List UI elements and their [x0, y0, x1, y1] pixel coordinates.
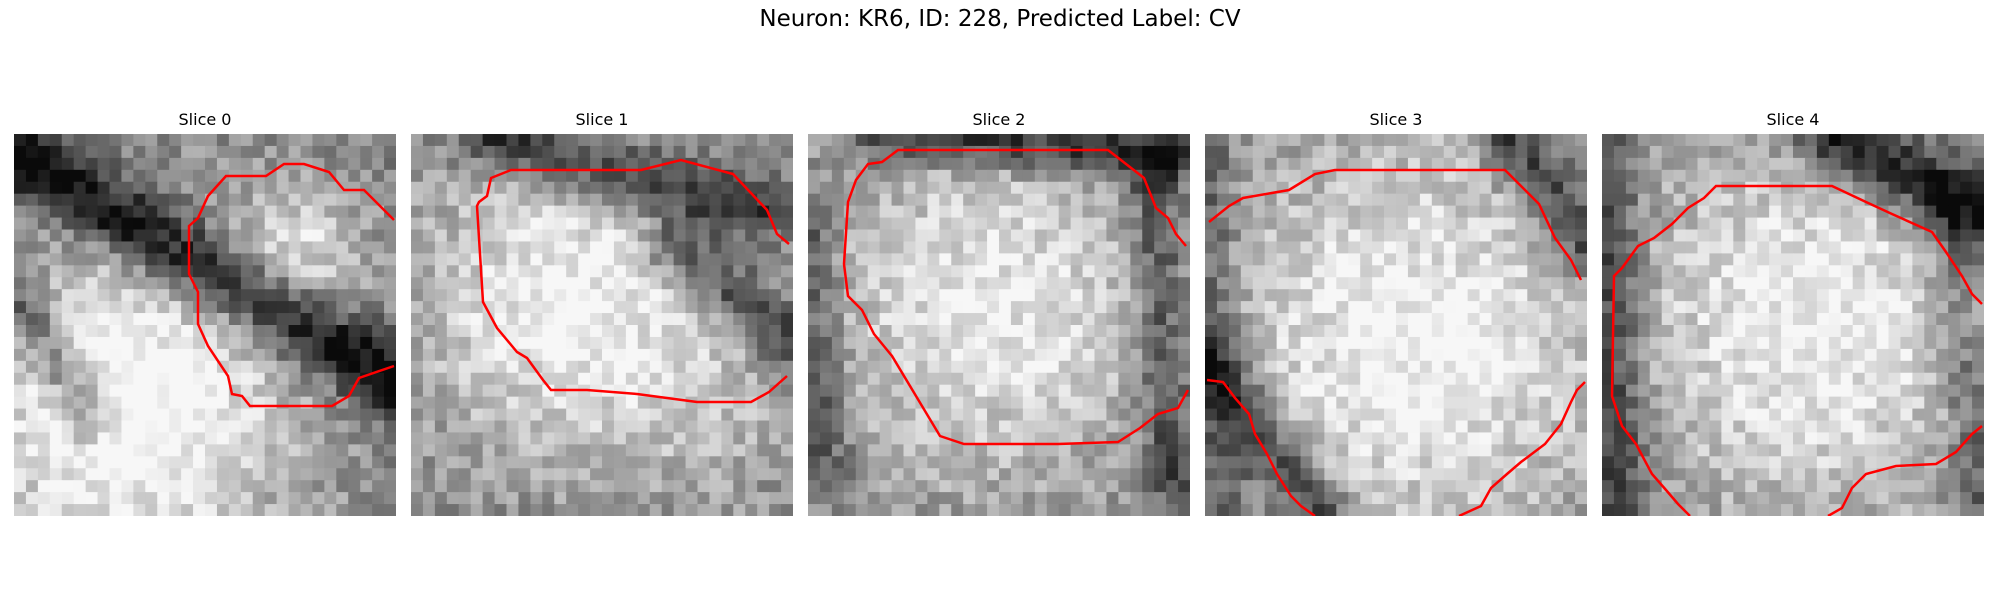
slice-title: Slice 0 [178, 110, 232, 129]
contour-line [842, 148, 1190, 446]
slice-title: Slice 2 [972, 110, 1026, 129]
contour-line [187, 162, 395, 408]
grayscale-pixels [1205, 134, 1587, 516]
slice-panel-2: Slice 2 [808, 110, 1190, 516]
slice-panel-4: Slice 4 [1602, 110, 1984, 516]
slice-image-1 [411, 134, 793, 516]
contour-line [1458, 381, 1586, 516]
slice-panel-1: Slice 1 [411, 110, 793, 516]
contour-line [475, 158, 790, 404]
slice-title: Slice 4 [1766, 110, 1820, 129]
grayscale-pixels [808, 134, 1190, 516]
contour-line [1610, 184, 1983, 516]
contour-line [1206, 378, 1316, 516]
slice-panel-3: Slice 3 [1205, 110, 1587, 516]
contour-line [1827, 425, 1983, 516]
grayscale-pixels [1602, 134, 1984, 516]
grayscale-pixels [14, 134, 396, 516]
slice-panel-0: Slice 0 [14, 110, 396, 516]
slice-image-2 [808, 134, 1190, 516]
slice-image-0 [14, 134, 396, 516]
slice-title: Slice 1 [575, 110, 629, 129]
slice-title: Slice 3 [1369, 110, 1423, 129]
grayscale-pixels [411, 134, 793, 516]
contour-line [1208, 168, 1583, 281]
figure-title: Neuron: KR6, ID: 228, Predicted Label: C… [759, 6, 1241, 32]
slice-image-4 [1602, 134, 1984, 516]
slice-image-3 [1205, 134, 1587, 516]
